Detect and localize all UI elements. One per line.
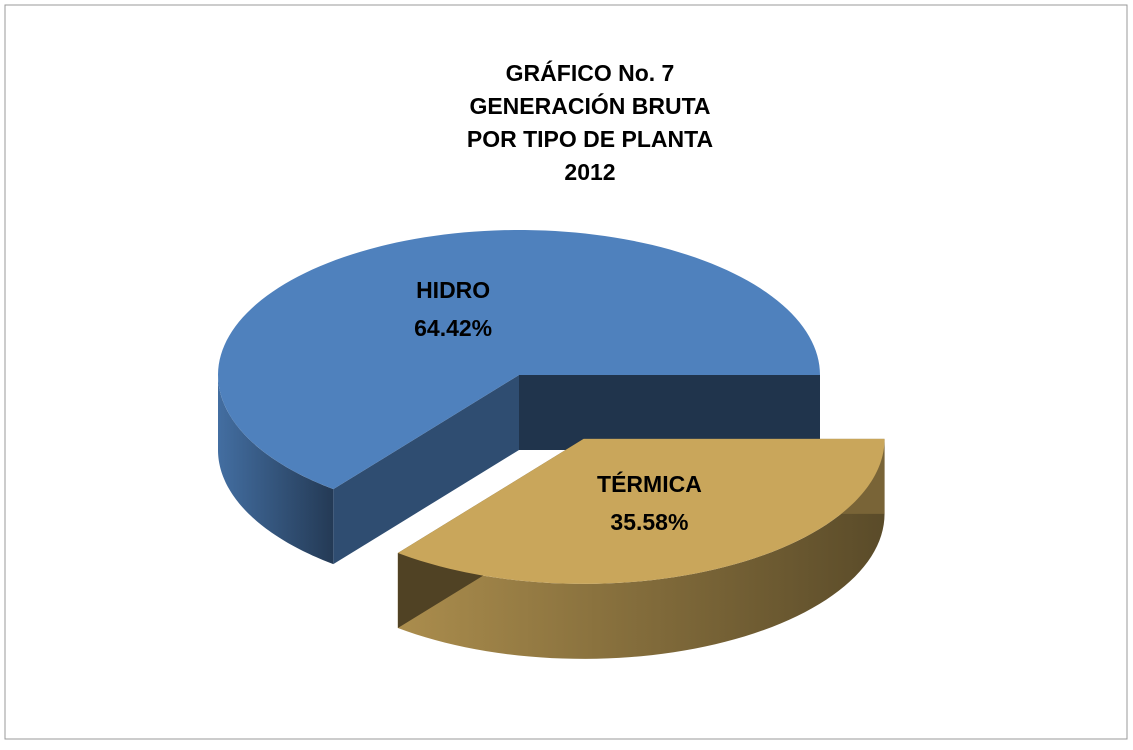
slice-side	[218, 375, 334, 565]
slice-top	[218, 230, 820, 490]
slice-value-label: 64.42%	[414, 315, 492, 341]
slice-category-label: HIDRO	[416, 277, 490, 303]
slice-face	[333, 375, 519, 565]
slice-category-label: TÉRMICA	[597, 470, 702, 497]
slice-value-label: 35.58%	[610, 509, 688, 535]
chart-title: 2012	[564, 159, 615, 185]
slice-face	[519, 375, 820, 450]
chart-title: POR TIPO DE PLANTA	[467, 126, 713, 152]
chart-title: GRÁFICO No. 7	[506, 59, 675, 86]
chart-title: GENERACIÓN BRUTA	[469, 92, 710, 119]
slice-side	[397, 438, 885, 659]
slice-top	[397, 438, 885, 584]
